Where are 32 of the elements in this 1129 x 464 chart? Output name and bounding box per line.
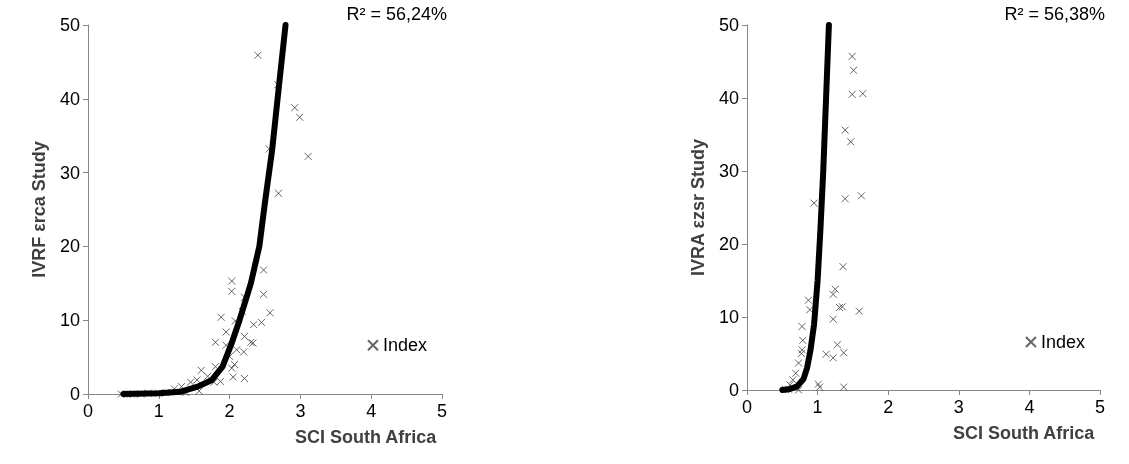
x-tick-label: 2 bbox=[224, 401, 235, 421]
y-tick-label: 0 bbox=[69, 384, 80, 404]
y-tick-label: 40 bbox=[59, 88, 80, 109]
y-axis-title: IVRF εrca Study bbox=[29, 141, 49, 278]
y-tick-label: 50 bbox=[59, 15, 80, 35]
text: R² = 56,38% bbox=[1004, 4, 1106, 24]
y-axis-title: IVRA εzsr Study bbox=[688, 139, 708, 276]
x-axis-title: SCI South Africa bbox=[294, 427, 438, 447]
x-tick-label: 1 bbox=[153, 401, 164, 421]
text: R² = 56,24% bbox=[346, 4, 448, 24]
y-tick-label: 50 bbox=[718, 15, 739, 35]
x-tick-label: 4 bbox=[366, 401, 377, 421]
y-tick-label: 10 bbox=[718, 307, 739, 327]
y-tick-label: 10 bbox=[59, 310, 80, 331]
legend-label: Index bbox=[382, 335, 428, 356]
x-tick-label: 5 bbox=[436, 401, 448, 421]
x-tick-label: 0 bbox=[741, 397, 753, 417]
x-axis-title: SCI South Africa bbox=[952, 423, 1096, 443]
x-tick-label: 4 bbox=[1024, 397, 1035, 417]
x-tick-label: 2 bbox=[883, 397, 894, 417]
y-tick-label: 30 bbox=[718, 161, 739, 181]
y-tick-label: 0 bbox=[728, 380, 739, 400]
y-tick-label: 40 bbox=[718, 88, 739, 108]
x-tick-label: 5 bbox=[1094, 397, 1106, 417]
x-tick-label: 3 bbox=[953, 397, 964, 417]
x-tick-label: 3 bbox=[295, 401, 306, 421]
x-tick-label: 0 bbox=[82, 401, 94, 421]
legend-label: Index bbox=[1040, 331, 1086, 352]
y-tick-label: 20 bbox=[718, 234, 739, 254]
x-tick-label: 1 bbox=[812, 397, 823, 417]
y-tick-label: 30 bbox=[59, 162, 80, 183]
y-tick-label: 20 bbox=[59, 236, 80, 257]
